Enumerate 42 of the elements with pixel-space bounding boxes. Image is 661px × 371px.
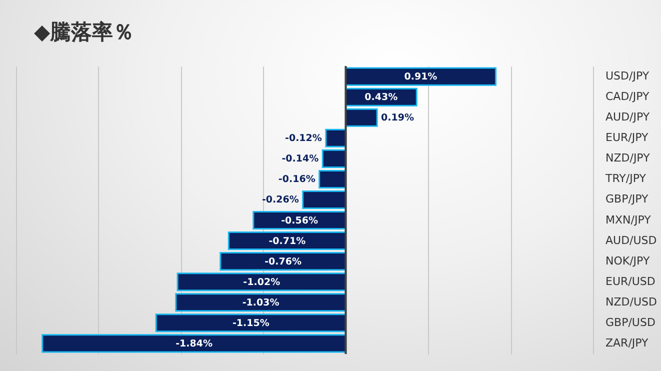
bar [302,190,346,210]
data-label: 0.43% [364,92,398,104]
y-tick-label: USD/JPY [606,70,650,83]
data-label: -1.84% [176,338,213,350]
bar [344,67,496,86]
data-label: -1.15% [232,318,270,329]
y-tick-label: AUD/JPY [606,110,650,124]
data-label: 0.19% [381,112,414,124]
data-label: -1.02% [243,276,281,288]
data-label: -0.12% [285,133,322,144]
data-label: -0.56% [281,215,318,226]
data-label: -0.76% [264,256,302,268]
data-label: -0.71% [268,236,306,247]
y-tick-label: CAD/JPY [606,90,650,104]
data-label: -1.03% [242,297,280,308]
y-tick-label: GBP/JPY [606,192,649,206]
bar [42,334,346,353]
bar [228,232,346,250]
y-tick-label: NZD/JPY [606,152,650,165]
y-tick-label: AUD/USD [606,234,657,247]
bar [344,108,378,127]
data-label: -0.26% [262,194,300,206]
bar [176,272,346,292]
bar [155,314,346,332]
y-tick-label: EUR/JPY [606,131,648,144]
data-label: -0.16% [278,174,316,186]
y-tick-label: MXN/JPY [606,213,652,226]
bar [220,252,346,271]
bar [322,149,346,168]
bar [325,128,346,148]
y-tick-label: GBP/USD [606,316,656,329]
chart-title: ◆騰落率％ [34,20,134,44]
y-tick-label: TRY/JPY [604,172,646,186]
data-label: 0.91% [404,72,438,83]
y-tick-label: NZD/USD [606,295,657,308]
y-tick-label: ZAR/JPY [606,336,649,350]
bar [252,210,346,230]
bar [318,170,346,188]
bar [175,293,346,312]
data-label: -0.14% [282,154,320,165]
y-tick-label: EUR/USD [606,274,656,288]
y-tick-label: NOK/JPY [606,254,650,268]
